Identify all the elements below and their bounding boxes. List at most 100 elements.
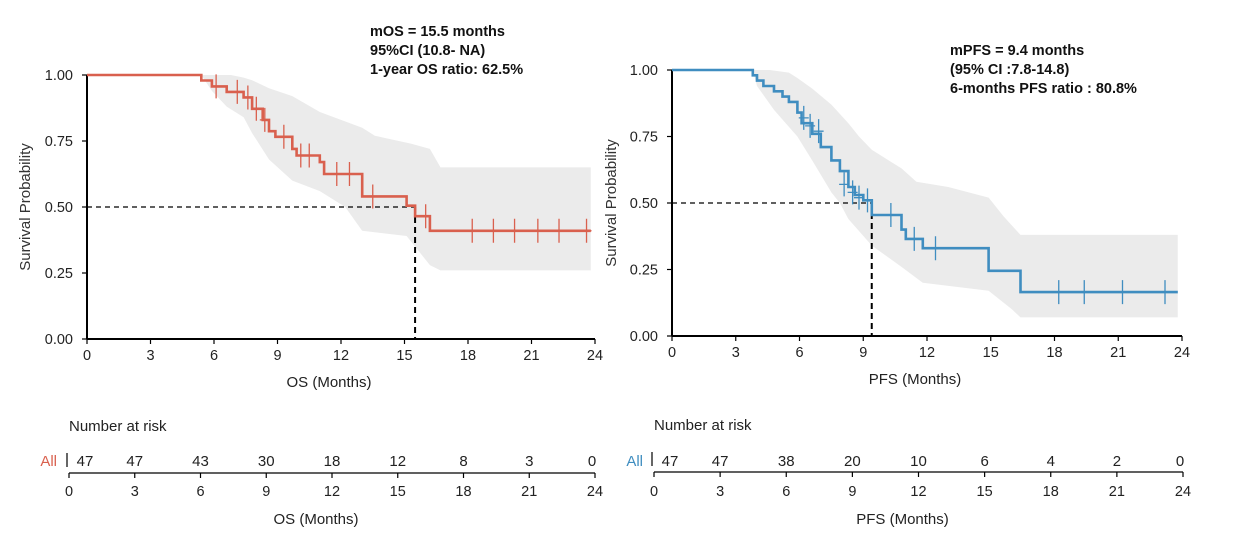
pfs-x-tick-label: 24 (1174, 345, 1190, 361)
os-censor-mark (344, 162, 355, 186)
os-risk-count: 3 (525, 453, 533, 470)
pfs-risk-group-label: All (626, 453, 643, 470)
os-censor-mark (581, 218, 592, 243)
pfs-y-tick-label: 0.50 (630, 196, 658, 212)
pfs-risk-x-tick-label: 18 (1043, 484, 1059, 500)
pfs-risk-title: Number at risk (654, 417, 752, 434)
os-risk-count: 18 (324, 453, 341, 470)
os-risk-x-tick-label: 24 (587, 484, 603, 500)
pfs-y-tick-label: 0.00 (630, 329, 658, 345)
os-risk-x-tick-label: 21 (521, 484, 537, 500)
pfs-censor-mark (930, 236, 941, 261)
pfs-risk-table: Number at riskAll04734763892012101561842… (626, 417, 1191, 528)
os-km-panel: 0.00 0.25 0.50 0.75 1.00 0 3 6 9 12 15 18 21 24 Surviv… (17, 24, 603, 391)
os-censor-mark (532, 218, 543, 243)
os-x-tick-label: 9 (273, 348, 281, 364)
os-risk-count: 8 (459, 453, 467, 470)
os-x-tick-label: 15 (396, 348, 412, 364)
pfs-risk-count: 0 (1176, 453, 1184, 470)
os-x-tick-label: 24 (587, 348, 603, 364)
pfs-risk-count: 4 (1047, 453, 1055, 470)
os-confidence-band (87, 75, 591, 271)
os-risk-count: 0 (588, 453, 596, 470)
os-y-tick-label: 0.00 (45, 332, 73, 348)
os-x-tick-label: 0 (83, 348, 91, 364)
os-censor-mark (259, 107, 270, 132)
pfs-censor-mark (854, 185, 864, 210)
os-risk-x-axis-label: OS (Months) (273, 511, 358, 528)
pfs-censor-mark (839, 172, 850, 197)
pfs-censor-mark (1053, 280, 1064, 305)
pfs-risk-x-tick-label: 12 (910, 484, 926, 500)
os-risk-x-tick-label: 9 (262, 484, 270, 500)
os-y-tick-label: 0.50 (45, 200, 73, 216)
pfs-censor-mark (1079, 280, 1090, 305)
os-annotation: mOS = 15.5 months (370, 24, 505, 40)
pfs-risk-count: 2 (1113, 453, 1121, 470)
pfs-censor-mark (847, 180, 858, 205)
pfs-risk-count: 20 (844, 453, 861, 470)
os-y-tick-label: 0.75 (45, 134, 73, 150)
pfs-y-tick-label: 1.00 (630, 63, 658, 79)
pfs-x-tick-label: 15 (983, 345, 999, 361)
os-censor-mark (331, 162, 342, 186)
os-risk-x-tick-label: 12 (324, 484, 340, 500)
os-censor-mark (509, 218, 520, 243)
os-censor-mark (554, 218, 565, 243)
os-risk-x-tick-label: 0 (65, 484, 73, 500)
pfs-annotation: (95% CI :7.8-14.8) (950, 62, 1069, 78)
os-x-tick-label: 12 (333, 348, 349, 364)
os-censor-mark (251, 96, 262, 121)
pfs-censor-mark (1160, 280, 1170, 305)
os-risk-count: 47 (126, 453, 143, 470)
pfs-risk-x-tick-label: 3 (716, 484, 724, 500)
pfs-confidence-band (672, 70, 1178, 318)
os-censor-mark (211, 74, 222, 99)
os-risk-count: 47 (77, 453, 94, 470)
pfs-x-tick-label: 12 (919, 345, 935, 361)
pfs-x-tick-label: 18 (1046, 345, 1062, 361)
os-censor-mark (488, 218, 499, 243)
pfs-x-tick-label: 21 (1110, 345, 1126, 361)
os-risk-table: Number at riskAll04734764393012181512188… (40, 418, 603, 528)
os-censor-mark (232, 79, 243, 104)
pfs-x-tick-label: 0 (668, 345, 676, 361)
pfs-km-panel: 0.00 0.25 0.50 0.75 1.00 0 3 6 9 12 15 18 21 24 Surviv… (603, 43, 1190, 388)
pfs-survival-curve (672, 68, 1178, 294)
os-censor-mark (304, 143, 315, 168)
pfs-censor-mark (862, 188, 873, 213)
pfs-y-axis-label: Survival Probability (603, 139, 620, 267)
pfs-censor-mark (805, 113, 816, 138)
os-annotation: 95%CI (10.8- NA) (370, 43, 485, 59)
pfs-risk-count: 47 (712, 453, 729, 470)
os-y-tick-label: 0.25 (45, 266, 73, 282)
os-risk-x-tick-label: 6 (196, 484, 204, 500)
os-x-axis-label: OS (Months) (286, 374, 371, 391)
os-risk-x-tick-label: 15 (390, 484, 406, 500)
pfs-censor-mark (798, 105, 809, 130)
os-annotation: 1-year OS ratio: 62.5% (370, 62, 523, 78)
pfs-risk-x-tick-label: 24 (1175, 484, 1191, 500)
pfs-risk-x-tick-label: 0 (650, 484, 658, 500)
pfs-annotation: 6-months PFS ratio : 80.8% (950, 81, 1137, 97)
pfs-x-tick-label: 6 (795, 345, 803, 361)
pfs-risk-x-tick-label: 21 (1109, 484, 1125, 500)
pfs-risk-x-tick-label: 9 (848, 484, 856, 500)
pfs-y-tick-label: 0.75 (630, 130, 658, 146)
pfs-risk-count: 38 (778, 453, 795, 470)
os-x-tick-label: 3 (146, 348, 154, 364)
os-censor-mark (467, 218, 478, 243)
pfs-x-tick-label: 9 (859, 345, 867, 361)
os-censor-mark (420, 204, 431, 229)
pfs-risk-x-axis-label: PFS (Months) (856, 511, 949, 528)
pfs-risk-x-tick-label: 6 (782, 484, 790, 500)
pfs-risk-count: 47 (662, 453, 679, 470)
os-censor-mark (242, 85, 253, 110)
pfs-censor-mark (909, 226, 920, 251)
pfs-censor-mark (885, 202, 896, 227)
os-risk-count: 43 (192, 453, 209, 470)
os-censor-mark (367, 184, 378, 209)
os-risk-count: 12 (389, 453, 406, 470)
os-x-tick-label: 18 (460, 348, 476, 364)
os-censor-mark (278, 124, 289, 149)
